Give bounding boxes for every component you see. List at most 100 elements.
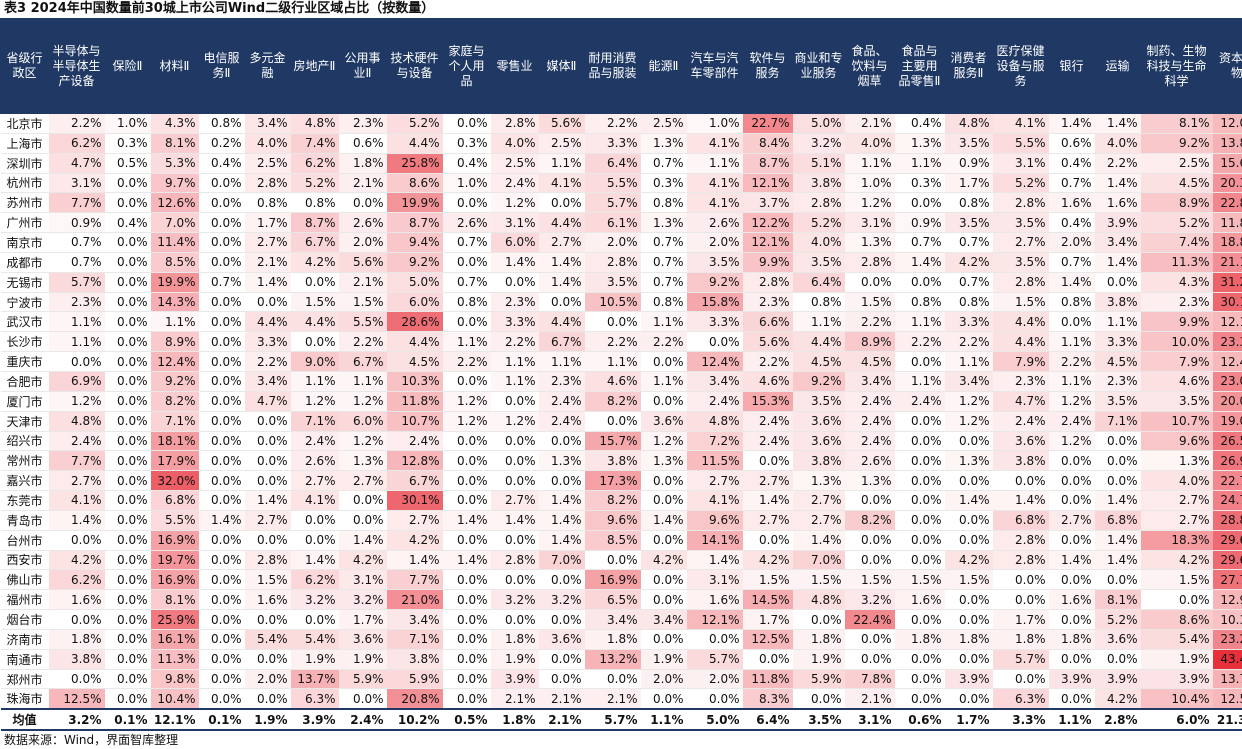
- share-cell: 2.1%: [491, 689, 539, 709]
- share-cell: 7.1%: [151, 411, 199, 431]
- share-cell: 0.8%: [245, 193, 291, 213]
- share-cell: 4.7%: [245, 391, 291, 411]
- share-cell: 2.7%: [743, 471, 793, 491]
- average-cell: 6.4%: [743, 709, 793, 730]
- column-header: 媒体Ⅱ: [539, 19, 585, 114]
- column-header: 资本货物: [1213, 19, 1242, 114]
- city-label: 宁波市: [1, 292, 49, 312]
- share-cell: 1.6%: [1049, 590, 1095, 610]
- share-cell: 9.8%: [151, 669, 199, 689]
- share-cell: 12.2%: [743, 213, 793, 233]
- share-cell: 2.2%: [585, 114, 641, 134]
- share-cell: 0.0%: [199, 411, 245, 431]
- share-cell: 2.0%: [687, 233, 743, 253]
- share-cell: 19.9%: [387, 193, 443, 213]
- share-cell: 5.2%: [793, 213, 845, 233]
- share-cell: 0.0%: [443, 451, 491, 471]
- share-cell: 7.1%: [387, 629, 443, 649]
- share-cell: 6.5%: [585, 590, 641, 610]
- table-title: 表3 2024年中国数量前30城上市公司Wind二级行业区域占比（按数量）: [0, 0, 1242, 18]
- share-cell: 2.3%: [49, 292, 105, 312]
- share-cell: 2.6%: [339, 213, 387, 233]
- share-cell: 1.0%: [687, 114, 743, 134]
- share-cell: 3.3%: [945, 312, 993, 332]
- average-cell: 0.5%: [443, 709, 491, 730]
- share-cell: 0.0%: [491, 610, 539, 630]
- share-cell: 3.5%: [993, 252, 1049, 272]
- share-cell: 3.8%: [49, 649, 105, 669]
- share-cell: 0.0%: [641, 689, 687, 709]
- share-cell: 1.7%: [245, 213, 291, 233]
- share-cell: 0.0%: [687, 332, 743, 352]
- column-header: 房地产Ⅱ: [291, 19, 339, 114]
- share-cell: 18.8%: [1213, 233, 1242, 253]
- share-cell: 1.6%: [1095, 193, 1141, 213]
- share-cell: 1.1%: [49, 312, 105, 332]
- share-cell: 4.5%: [793, 352, 845, 372]
- share-cell: 0.8%: [793, 292, 845, 312]
- share-cell: 1.5%: [845, 570, 895, 590]
- share-cell: 2.2%: [245, 352, 291, 372]
- share-cell: 12.5%: [743, 629, 793, 649]
- share-cell: 9.4%: [387, 233, 443, 253]
- share-cell: 8.1%: [1141, 114, 1213, 134]
- share-cell: 3.3%: [1095, 332, 1141, 352]
- share-cell: 4.6%: [1141, 371, 1213, 391]
- share-cell: 5.5%: [993, 133, 1049, 153]
- column-header: 消费者服务Ⅱ: [945, 19, 993, 114]
- share-cell: 12.0%: [1213, 114, 1242, 134]
- share-cell: 0.0%: [105, 173, 151, 193]
- share-cell: 3.2%: [793, 133, 845, 153]
- share-cell: 0.0%: [539, 193, 585, 213]
- share-cell: 4.5%: [1141, 173, 1213, 193]
- share-cell: 0.0%: [1049, 471, 1095, 491]
- share-cell: 3.1%: [49, 173, 105, 193]
- share-cell: 0.0%: [1095, 272, 1141, 292]
- share-cell: 43.4%: [1213, 649, 1242, 669]
- share-cell: 12.6%: [151, 193, 199, 213]
- share-cell: 7.7%: [49, 193, 105, 213]
- share-cell: 0.0%: [585, 312, 641, 332]
- share-cell: 2.2%: [641, 332, 687, 352]
- share-cell: 0.0%: [945, 431, 993, 451]
- column-header: 保险Ⅱ: [105, 19, 151, 114]
- share-cell: 8.4%: [743, 133, 793, 153]
- share-cell: 0.0%: [443, 689, 491, 709]
- share-cell: 1.1%: [895, 312, 945, 332]
- share-cell: 0.8%: [1049, 292, 1095, 312]
- share-cell: 1.4%: [641, 510, 687, 530]
- share-cell: 0.0%: [443, 669, 491, 689]
- share-cell: 1.6%: [687, 590, 743, 610]
- share-cell: 0.0%: [199, 431, 245, 451]
- share-cell: 0.0%: [105, 292, 151, 312]
- share-cell: 1.2%: [491, 411, 539, 431]
- share-cell: 8.2%: [585, 491, 641, 511]
- share-cell: 2.7%: [387, 510, 443, 530]
- city-label: 无锡市: [1, 272, 49, 292]
- share-cell: 3.8%: [387, 649, 443, 669]
- city-label: 苏州市: [1, 193, 49, 213]
- share-cell: 1.1%: [585, 352, 641, 372]
- share-cell: 12.4%: [1213, 352, 1242, 372]
- share-cell: 1.4%: [1049, 114, 1095, 134]
- share-cell: 0.7%: [895, 233, 945, 253]
- share-cell: 2.1%: [845, 114, 895, 134]
- share-cell: 2.7%: [793, 491, 845, 511]
- column-header: 耐用消费品与服装: [585, 19, 641, 114]
- share-cell: 1.8%: [585, 629, 641, 649]
- share-cell: 2.4%: [743, 411, 793, 431]
- share-cell: 1.0%: [443, 173, 491, 193]
- share-cell: 0.0%: [539, 471, 585, 491]
- share-cell: 3.5%: [1095, 391, 1141, 411]
- share-cell: 0.0%: [199, 689, 245, 709]
- share-cell: 0.0%: [895, 610, 945, 630]
- share-cell: 0.0%: [105, 550, 151, 570]
- share-cell: 2.4%: [845, 391, 895, 411]
- share-cell: 29.6%: [1213, 550, 1242, 570]
- share-cell: 6.1%: [585, 213, 641, 233]
- share-cell: 3.9%: [1141, 669, 1213, 689]
